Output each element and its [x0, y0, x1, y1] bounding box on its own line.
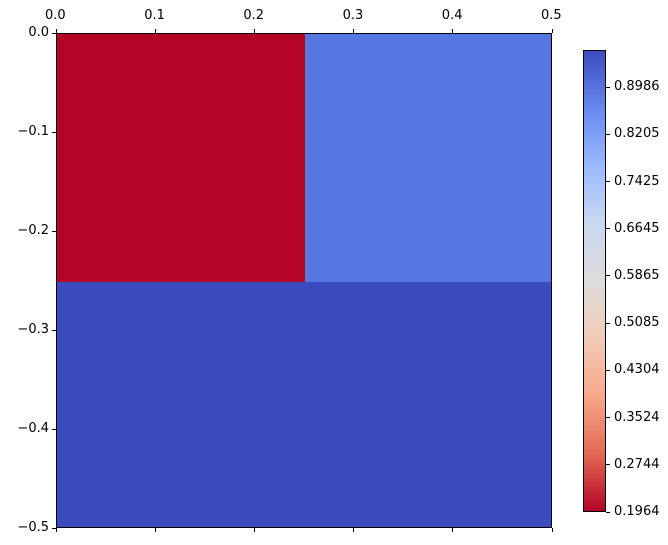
x-tick-mark [353, 29, 355, 33]
colorbar-tick-mark [606, 275, 610, 277]
x-tick-label: 0.4 [441, 8, 463, 23]
y-tick-mark [52, 131, 56, 133]
x-tick-label: 0.1 [144, 8, 165, 23]
x-tick-mark-bottom [551, 528, 553, 532]
y-tick-mark [52, 527, 56, 529]
x-tick-mark-bottom [452, 528, 454, 532]
x-tick-mark-bottom [353, 528, 355, 532]
colorbar-tick-label: 0.7425 [614, 173, 660, 189]
x-tick-mark-bottom [253, 528, 255, 532]
colorbar-tick-label: 0.1964 [614, 504, 660, 519]
colorbar-tick-label: 0.3524 [614, 409, 660, 425]
colorbar-tick-label: 0.5085 [614, 315, 660, 331]
heatmap-cell [57, 34, 305, 282]
colorbar-tick-mark [606, 228, 610, 230]
y-tick-mark [52, 428, 56, 430]
heatmap-plot-area [56, 33, 552, 528]
colorbar-tick-mark [606, 86, 610, 88]
y-tick-label: −0.3 [17, 322, 49, 337]
x-tick-mark-bottom [154, 528, 156, 532]
colorbar [583, 50, 606, 512]
y-tick-label: −0.5 [17, 520, 49, 535]
x-tick-label: 0.3 [342, 8, 364, 23]
x-tick-mark [154, 29, 156, 33]
x-tick-label: 0.5 [541, 8, 562, 23]
colorbar-tick-label: 0.4304 [614, 362, 660, 378]
x-tick-mark [55, 29, 57, 33]
colorbar-tick-label: 0.8986 [614, 79, 660, 95]
heatmap-cell [57, 281, 551, 527]
colorbar-tick-mark [606, 464, 610, 466]
x-tick-label: 0.2 [243, 8, 265, 23]
colorbar-tick-label: 0.8205 [614, 126, 660, 142]
x-tick-mark-bottom [55, 528, 57, 532]
colorbar-tick-mark [606, 322, 610, 324]
colorbar-tick-mark [606, 133, 610, 135]
colorbar-tick-label: 0.2744 [614, 456, 660, 472]
heatmap-cell [305, 34, 551, 282]
y-tick-label: −0.4 [17, 421, 49, 436]
y-tick-mark [52, 230, 56, 232]
colorbar-tick-mark [606, 181, 610, 183]
y-tick-label: −0.2 [17, 223, 49, 238]
y-tick-mark [52, 32, 56, 34]
colorbar-tick-label: 0.6645 [614, 220, 660, 236]
x-tick-label: 0.0 [45, 8, 66, 23]
y-tick-label: −0.1 [17, 124, 49, 139]
colorbar-tick-label: 0.5865 [614, 267, 660, 283]
y-tick-mark [52, 329, 56, 331]
x-tick-mark [452, 29, 454, 33]
x-tick-mark [551, 29, 553, 33]
colorbar-tick-mark [606, 511, 610, 513]
x-tick-mark [253, 29, 255, 33]
colorbar-tick-mark [606, 369, 610, 371]
colorbar-tick-mark [606, 417, 610, 419]
y-tick-label: 0.0 [28, 25, 49, 40]
